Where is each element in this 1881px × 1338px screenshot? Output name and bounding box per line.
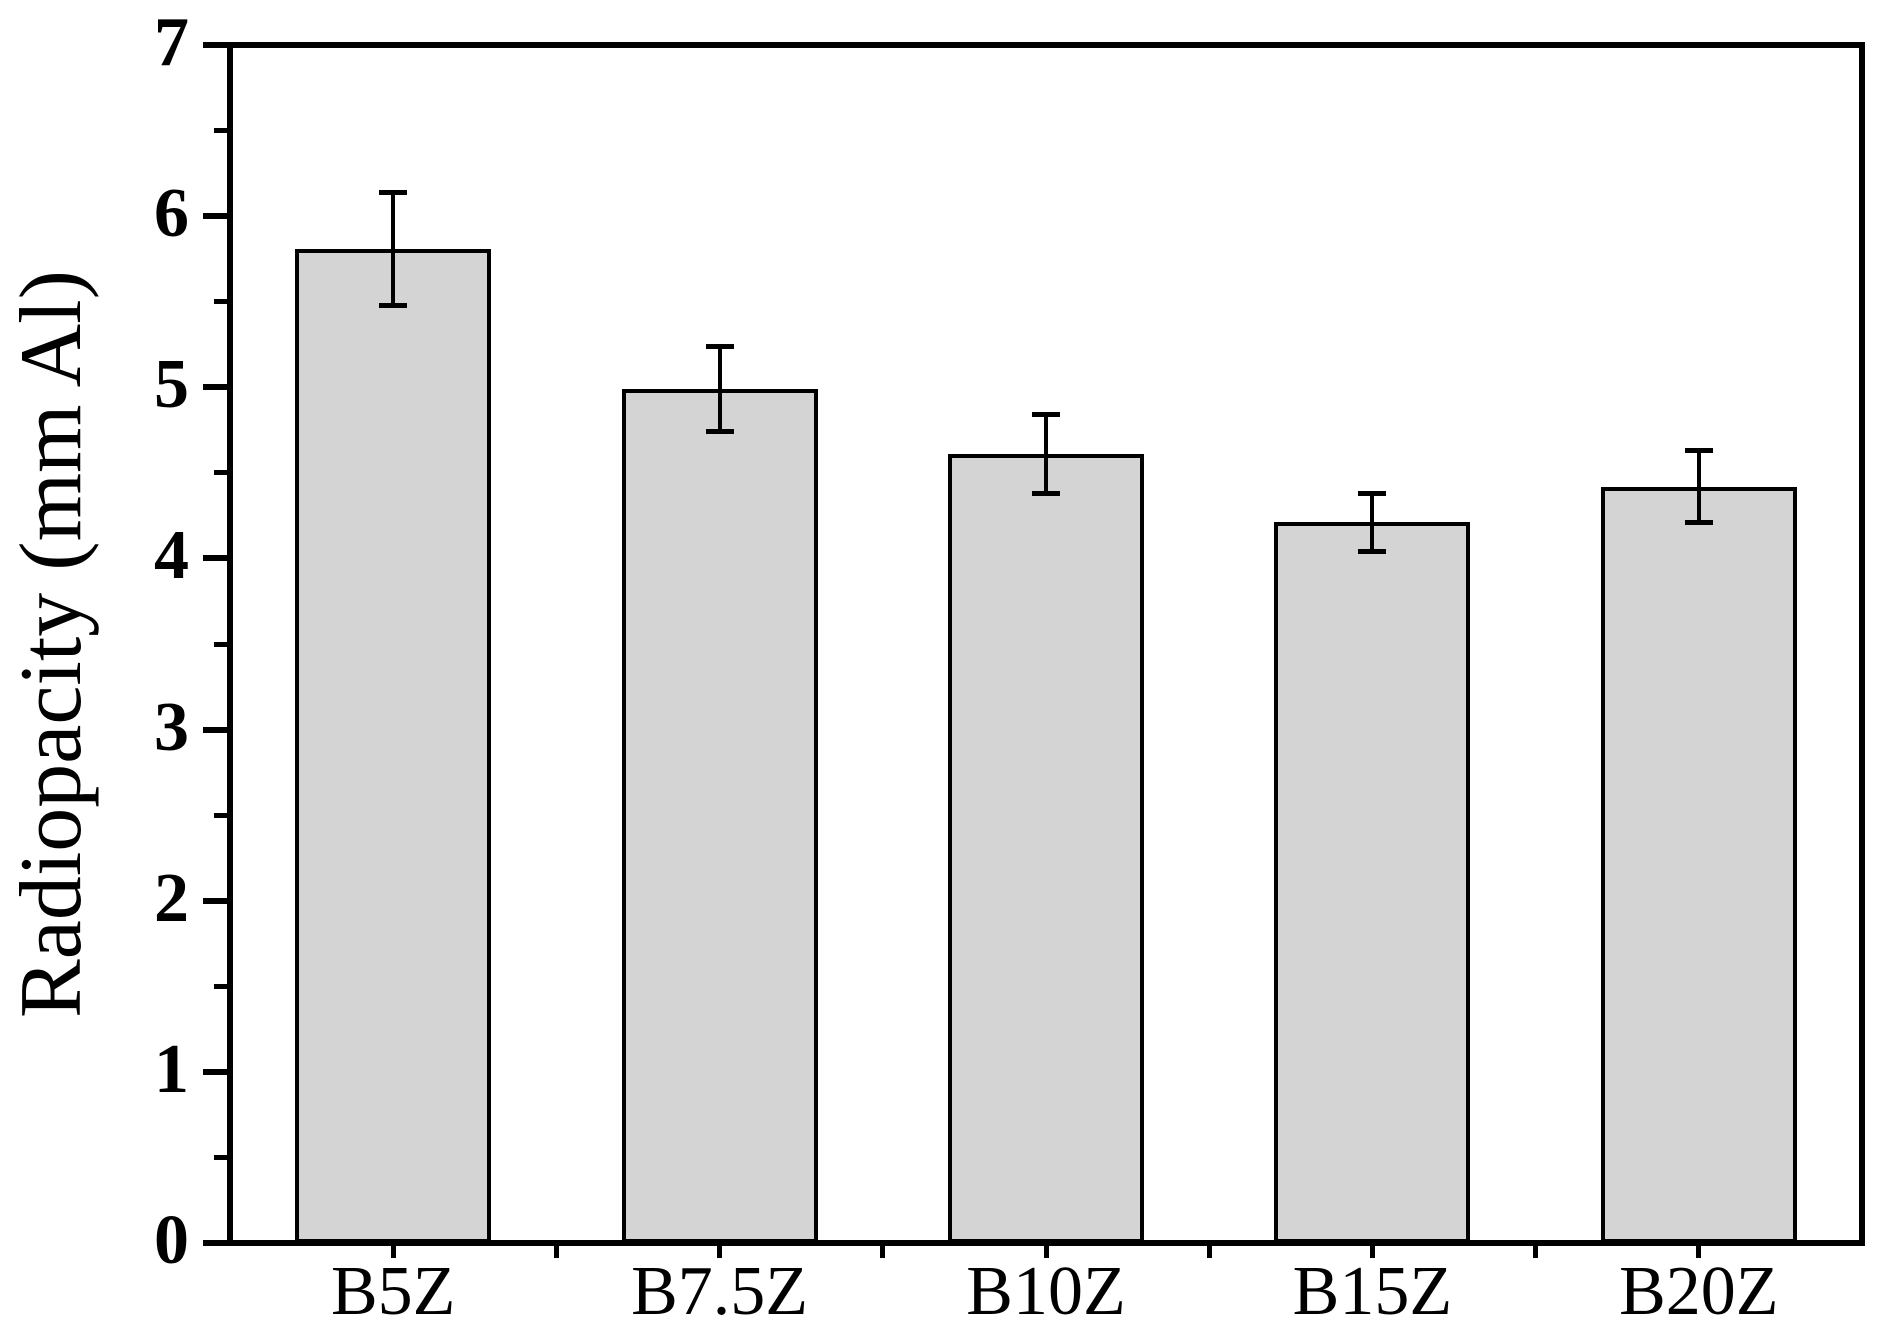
y-tick-label-6: 6 <box>154 175 189 253</box>
y-minor-tick-5.5 <box>214 299 227 305</box>
y-major-tick-6 <box>203 213 227 220</box>
errorbar-cap-top-b15z <box>1358 490 1387 496</box>
x-tick-boundary-4 <box>1533 1246 1539 1258</box>
y-tick-label-7: 7 <box>154 3 189 81</box>
x-tick-center-b15z <box>1369 1246 1375 1258</box>
y-tick-label-2: 2 <box>154 859 189 937</box>
bar-b10z <box>948 454 1144 1243</box>
y-major-tick-3 <box>203 726 227 733</box>
bar-b75z <box>621 388 818 1243</box>
bar-b20z <box>1600 486 1797 1243</box>
y-major-tick-4 <box>203 555 227 562</box>
errorbar-line-b5z <box>391 192 396 306</box>
errorbar-cap-top-b20z <box>1684 448 1713 454</box>
top-axis <box>227 42 1865 48</box>
y-tick-label-4: 4 <box>154 517 189 595</box>
errorbar-cap-bottom-b10z <box>1032 490 1060 496</box>
x-tick-center-b20z <box>1696 1246 1702 1258</box>
errorbar-cap-top-b5z <box>379 189 408 195</box>
x-tick-label-b10z: B10Z <box>966 1253 1126 1330</box>
y-tick-label-5: 5 <box>154 346 189 424</box>
x-tick-boundary-1 <box>553 1246 559 1258</box>
y-major-tick-7 <box>203 42 227 48</box>
errorbar-line-b75z <box>717 346 722 432</box>
errorbar-cap-top-b75z <box>705 343 734 349</box>
x-tick-boundary-2 <box>880 1246 886 1258</box>
errorbar-line-b10z <box>1044 414 1048 494</box>
y-axis-title: Radiopacity (mm Al) <box>3 270 100 1018</box>
y-tick-label-0: 0 <box>154 1201 189 1279</box>
errorbar-line-b20z <box>1696 450 1701 523</box>
errorbar-cap-bottom-b15z <box>1358 549 1387 555</box>
y-major-tick-0 <box>203 1240 227 1246</box>
y-tick-label-1: 1 <box>154 1030 189 1108</box>
y-major-tick-2 <box>203 897 227 904</box>
errorbar-cap-bottom-b20z <box>1684 519 1713 525</box>
bar-b15z <box>1274 522 1471 1243</box>
errorbar-cap-top-b10z <box>1032 412 1060 418</box>
y-minor-tick-0.5 <box>214 1154 227 1160</box>
right-axis <box>1859 42 1865 1246</box>
y-major-tick-5 <box>203 384 227 391</box>
y-axis <box>227 42 233 1246</box>
y-tick-label-3: 3 <box>154 688 189 766</box>
y-minor-tick-1.5 <box>214 983 227 989</box>
x-tick-center-b10z <box>1043 1246 1049 1258</box>
y-minor-tick-6.5 <box>214 128 227 134</box>
y-minor-tick-4.5 <box>214 470 227 476</box>
x-tick-center-b75z <box>717 1246 723 1258</box>
y-minor-tick-2.5 <box>214 812 227 818</box>
errorbar-cap-bottom-b5z <box>379 302 408 308</box>
x-tick-label-b75z: B7.5Z <box>631 1253 809 1330</box>
bar-b5z <box>295 248 492 1243</box>
x-tick-label-b20z: B20Z <box>1619 1253 1779 1330</box>
errorbar-cap-bottom-b75z <box>705 429 734 435</box>
x-tick-label-b5z: B5Z <box>330 1253 456 1330</box>
x-tick-center-b5z <box>390 1246 396 1258</box>
x-axis <box>227 1240 1865 1246</box>
y-major-tick-1 <box>203 1068 227 1075</box>
errorbar-line-b15z <box>1370 493 1375 552</box>
x-tick-boundary-3 <box>1206 1246 1212 1258</box>
y-minor-tick-3.5 <box>214 641 227 647</box>
x-tick-label-b15z: B15Z <box>1292 1253 1453 1330</box>
